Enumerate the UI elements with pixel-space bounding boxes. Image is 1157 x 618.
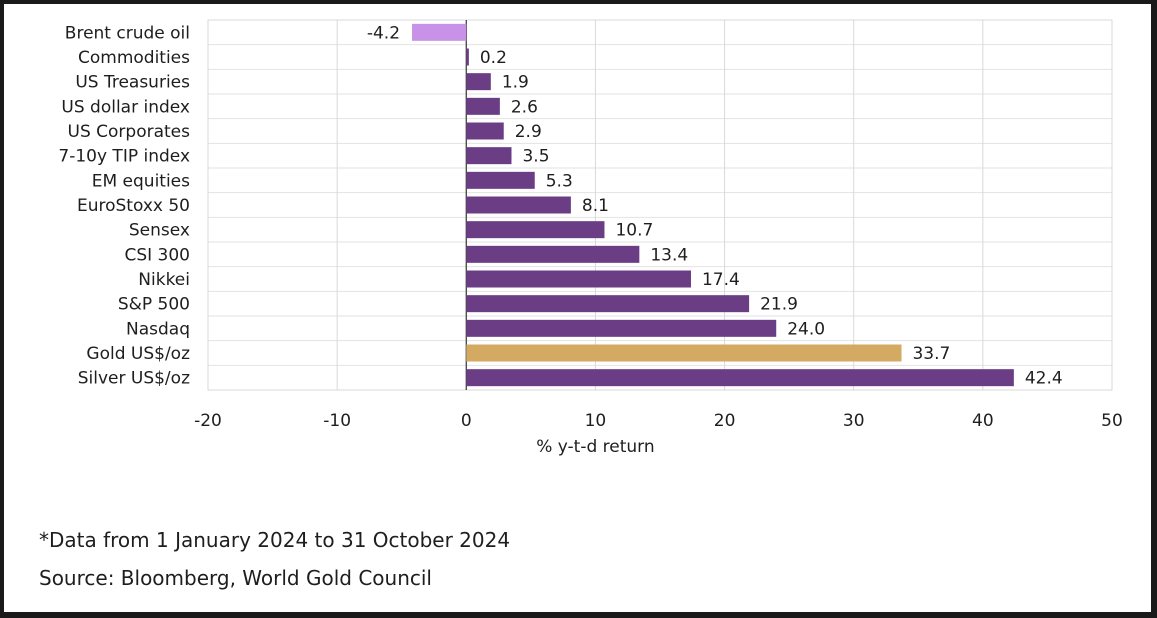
category-label: US Treasuries (75, 73, 190, 93)
category-label: S&P 500 (118, 295, 190, 315)
bar (466, 344, 902, 362)
category-label: EuroStoxx 50 (77, 196, 190, 216)
bar (466, 97, 500, 115)
value-label: -4.2 (367, 23, 400, 43)
bar (466, 319, 777, 337)
value-label: 2.9 (515, 122, 542, 142)
bar (412, 23, 467, 41)
bar (466, 48, 469, 66)
bar (466, 221, 605, 239)
bar (466, 122, 504, 140)
value-label: 3.5 (522, 147, 549, 167)
value-label: 42.4 (1025, 369, 1063, 389)
x-tick-label: 40 (972, 411, 994, 431)
category-label: Sensex (129, 221, 190, 241)
value-label: 24.0 (787, 319, 825, 339)
bar (466, 147, 512, 165)
value-label: 17.4 (702, 270, 740, 290)
footnote: *Data from 1 January 2024 to 31 October … (39, 528, 511, 552)
x-tick-label: 20 (714, 411, 736, 431)
value-label: 21.9 (760, 295, 798, 315)
bar (466, 171, 535, 189)
bar-chart: -4.2 Brent crude oil 0.2 Commodities 1.9 US T… (58, 19, 1123, 457)
bar (466, 295, 750, 313)
value-label: 2.6 (511, 97, 538, 117)
category-label: Commodities (78, 48, 190, 68)
value-label: 0.2 (480, 48, 507, 68)
value-label: 10.7 (615, 221, 653, 241)
value-label: 8.1 (582, 196, 609, 216)
value-label: 13.4 (650, 245, 688, 265)
category-label: US dollar index (61, 97, 190, 117)
x-axis-title: % y-t-d return (536, 437, 654, 457)
category-label: Gold US$/oz (86, 344, 190, 364)
x-tick-label: 30 (843, 411, 865, 431)
value-label: 33.7 (912, 344, 950, 364)
category-label: US Corporates (68, 122, 191, 142)
x-tick-label: 50 (1101, 411, 1123, 431)
bar (466, 270, 691, 288)
chart-frame: -4.2 Brent crude oil 0.2 Commodities 1.9 US T… (4, 4, 1151, 612)
x-tick-label: -20 (194, 411, 222, 431)
category-label: Silver US$/oz (78, 369, 190, 389)
bar (466, 196, 571, 214)
value-label: 5.3 (546, 171, 573, 191)
category-label: Nasdaq (126, 319, 190, 339)
bar (466, 369, 1014, 387)
x-tick-label: -10 (323, 411, 351, 431)
bar (466, 245, 640, 263)
category-label: Nikkei (138, 270, 190, 290)
category-label: Brent crude oil (65, 23, 190, 43)
category-label: 7-10y TIP index (58, 147, 190, 167)
bar (466, 73, 491, 91)
category-label: CSI 300 (124, 245, 190, 265)
x-tick-label: 0 (461, 411, 472, 431)
value-label: 1.9 (502, 73, 529, 93)
x-tick-label: 10 (585, 411, 607, 431)
category-label: EM equities (92, 171, 190, 191)
source-note: Source: Bloomberg, World Gold Council (39, 566, 432, 590)
